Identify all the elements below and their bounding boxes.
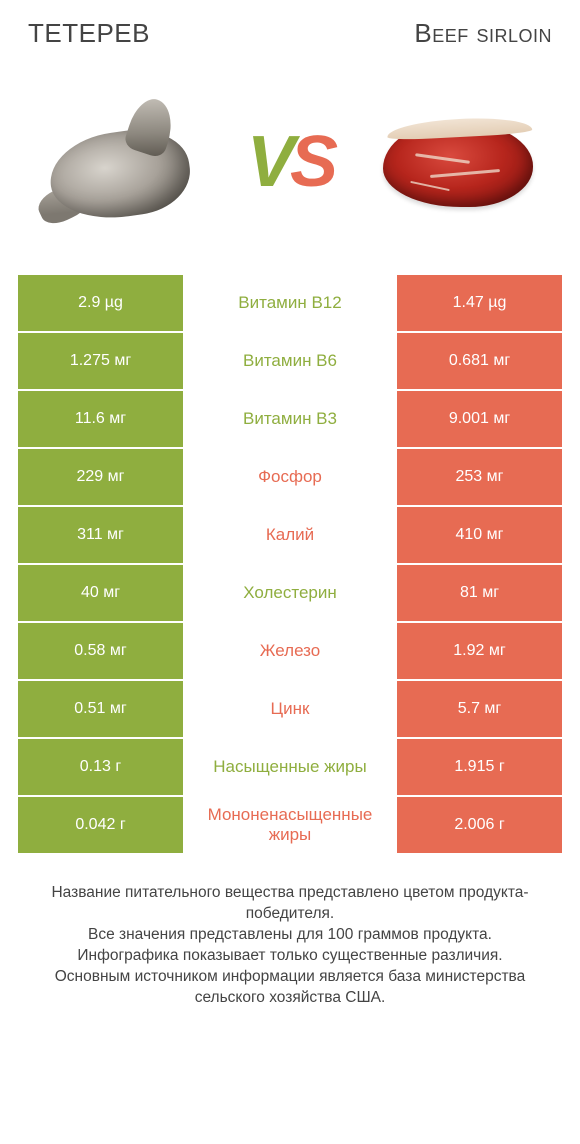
left-product-image	[20, 87, 220, 237]
right-value: 1.47 µg	[397, 275, 562, 331]
right-value: 410 мг	[397, 507, 562, 563]
header: ТЕТЕРЕВ Beef sirloin	[0, 0, 580, 57]
table-row: 1.275 мгВитамин B60.681 мг	[18, 333, 562, 389]
left-value: 0.58 мг	[18, 623, 183, 679]
left-value: 229 мг	[18, 449, 183, 505]
footer-line: Инфографика показывает только существенн…	[22, 946, 558, 967]
left-value: 0.51 мг	[18, 681, 183, 737]
footer-line: Основным источником информации является …	[22, 967, 558, 1009]
footer-line: Название питательного вещества представл…	[22, 883, 558, 925]
nutrient-label: Калий	[183, 507, 397, 563]
table-row: 0.13 гНасыщенные жиры1.915 г	[18, 739, 562, 795]
nutrient-label: Фосфор	[183, 449, 397, 505]
sirloin-illustration	[375, 107, 545, 217]
right-product-title: Beef sirloin	[414, 18, 552, 49]
left-value: 311 мг	[18, 507, 183, 563]
table-row: 11.6 мгВитамин B39.001 мг	[18, 391, 562, 447]
vs-s: S	[290, 121, 333, 203]
footer-notes: Название питательного вещества представл…	[0, 855, 580, 1009]
nutrient-label: Холестерин	[183, 565, 397, 621]
nutrient-label: Витамин B12	[183, 275, 397, 331]
table-row: 40 мгХолестерин81 мг	[18, 565, 562, 621]
vs-label: VS	[247, 121, 333, 203]
right-value: 81 мг	[397, 565, 562, 621]
right-value: 253 мг	[397, 449, 562, 505]
right-value: 1.92 мг	[397, 623, 562, 679]
right-value: 5.7 мг	[397, 681, 562, 737]
right-value: 1.915 г	[397, 739, 562, 795]
nutrient-label: Железо	[183, 623, 397, 679]
table-row: 0.042 гМононенасыщенные жиры2.006 г	[18, 797, 562, 853]
table-row: 0.51 мгЦинк5.7 мг	[18, 681, 562, 737]
left-value: 1.275 мг	[18, 333, 183, 389]
left-product-title: ТЕТЕРЕВ	[28, 18, 150, 49]
right-value: 2.006 г	[397, 797, 562, 853]
nutrient-label: Цинк	[183, 681, 397, 737]
nutrient-label: Мононенасыщенные жиры	[183, 797, 397, 853]
left-value: 11.6 мг	[18, 391, 183, 447]
hero: VS	[0, 57, 580, 275]
right-product-image	[360, 87, 560, 237]
left-value: 40 мг	[18, 565, 183, 621]
left-value: 2.9 µg	[18, 275, 183, 331]
vs-v: V	[247, 121, 290, 203]
table-row: 0.58 мгЖелезо1.92 мг	[18, 623, 562, 679]
right-value: 9.001 мг	[397, 391, 562, 447]
table-row: 2.9 µgВитамин B121.47 µg	[18, 275, 562, 331]
nutrient-label: Витамин B3	[183, 391, 397, 447]
table-row: 311 мгКалий410 мг	[18, 507, 562, 563]
right-value: 0.681 мг	[397, 333, 562, 389]
footer-line: Все значения представлены для 100 граммо…	[22, 925, 558, 946]
comparison-table: 2.9 µgВитамин B121.47 µg1.275 мгВитамин …	[0, 275, 580, 853]
left-value: 0.042 г	[18, 797, 183, 853]
nutrient-label: Витамин B6	[183, 333, 397, 389]
nutrient-label: Насыщенные жиры	[183, 739, 397, 795]
left-value: 0.13 г	[18, 739, 183, 795]
table-row: 229 мгФосфор253 мг	[18, 449, 562, 505]
grouse-illustration	[30, 97, 210, 227]
